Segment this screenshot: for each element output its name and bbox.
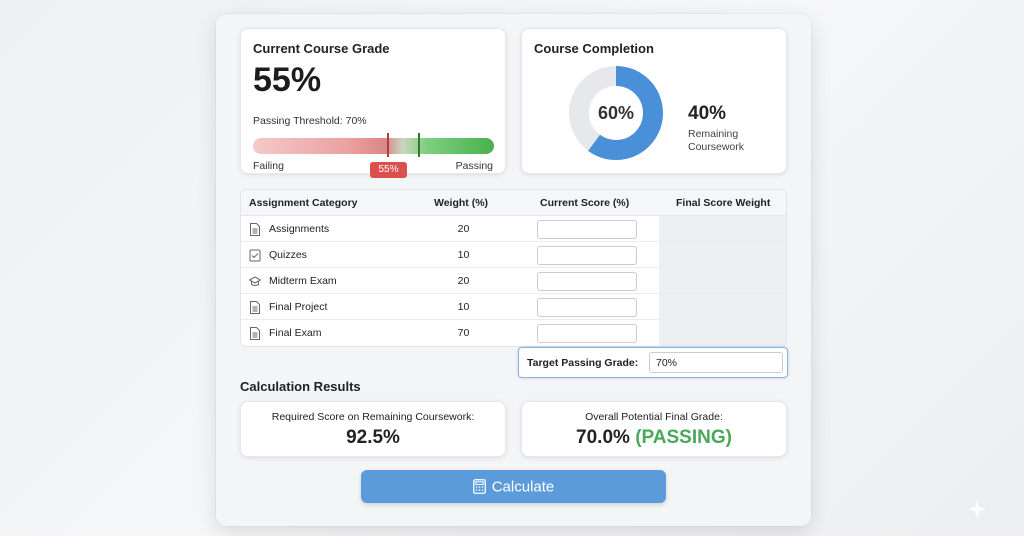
current-grade-badge: 55%	[370, 162, 407, 178]
failing-label: Failing	[253, 160, 284, 172]
row-weight: 10	[457, 249, 470, 261]
remaining-percent: 40%	[688, 103, 727, 124]
required-score-card: Required Score on Remaining Coursework: …	[240, 401, 506, 457]
row-weight: 10	[457, 301, 470, 313]
current-grade-value: 55%	[253, 61, 322, 99]
final-project-score-input[interactable]	[537, 298, 637, 317]
required-score-label: Required Score on Remaining Coursework:	[271, 411, 475, 423]
assignments-score-input[interactable]	[537, 220, 637, 239]
row-label: Final Project	[269, 301, 328, 313]
passing-status: (PASSING)	[635, 427, 732, 448]
calculation-results-title: Calculation Results	[240, 379, 361, 394]
grade-calculator-panel: Current Course Grade 55% Passing Thresho…	[216, 14, 811, 526]
passing-label: Passing	[455, 160, 493, 172]
current-grade-marker	[387, 133, 389, 157]
passing-threshold-text: Passing Threshold: 70%	[253, 115, 367, 127]
calculate-button-label: Calculate	[491, 478, 555, 496]
quizzes-score-input[interactable]	[537, 246, 637, 265]
target-passing-grade-box: Target Passing Grade:	[518, 347, 788, 378]
current-grade-card: Current Course Grade 55% Passing Thresho…	[240, 28, 506, 178]
assignment-table: Assignment Category Weight (%) Current S…	[240, 189, 787, 347]
overall-grade-card: Overall Potential Final Grade: 70.0% (PA…	[521, 401, 787, 457]
header-assignment-category: Assignment Category	[249, 197, 358, 209]
document-icon	[250, 301, 260, 314]
row-weight: 70	[457, 327, 470, 339]
row-weight: 20	[457, 223, 470, 235]
target-passing-grade-label: Target Passing Grade:	[527, 357, 639, 369]
course-completion-card: Course Completion 60% 40% Remaining Cour…	[521, 28, 787, 174]
completion-percent: 60%	[597, 103, 635, 123]
calculate-button[interactable]: Calculate	[361, 470, 666, 503]
calculator-icon	[472, 479, 486, 495]
header-current-score: Current Score (%)	[540, 197, 630, 209]
grade-progress-bar	[253, 138, 494, 154]
table-row: Assignments 20	[241, 216, 786, 242]
table-header: Assignment Category Weight (%) Current S…	[241, 190, 786, 216]
document-icon	[250, 223, 260, 236]
current-grade-title: Current Course Grade	[253, 41, 390, 56]
row-weight: 20	[457, 275, 470, 287]
overall-grade-value: 70.0%	[576, 427, 630, 448]
row-label: Quizzes	[269, 249, 307, 261]
target-passing-grade-input[interactable]	[649, 352, 783, 373]
graduation-cap-icon	[249, 276, 261, 286]
overall-grade-label: Overall Potential Final Grade:	[585, 411, 723, 423]
course-completion-title: Course Completion	[534, 41, 654, 56]
row-label: Assignments	[269, 223, 330, 235]
checklist-icon	[249, 249, 261, 262]
header-final-score-weight: Final Score Weight	[676, 197, 771, 209]
document-icon	[250, 327, 260, 340]
overall-grade-value-line: 70.0% (PASSING)	[522, 427, 786, 449]
table-row: Quizzes 10	[241, 242, 786, 268]
header-weight: Weight (%)	[434, 197, 489, 209]
final-exam-score-input[interactable]	[537, 324, 637, 343]
row-label: Midterm Exam	[269, 275, 337, 287]
sparkle-icon	[968, 500, 986, 518]
completion-donut-chart	[569, 66, 663, 160]
row-label: Final Exam	[269, 327, 322, 339]
required-score-value: 92.5%	[346, 427, 400, 448]
table-row: Final Exam 70	[241, 320, 786, 346]
table-row: Final Project 10	[241, 294, 786, 320]
table-row: Midterm Exam 20	[241, 268, 786, 294]
final-score-weight-column	[659, 216, 786, 346]
donut-completed-arc	[569, 66, 663, 160]
passing-threshold-marker	[418, 133, 420, 157]
midterm-score-input[interactable]	[537, 272, 637, 291]
remaining-coursework-label: Remaining Coursework	[688, 128, 745, 153]
